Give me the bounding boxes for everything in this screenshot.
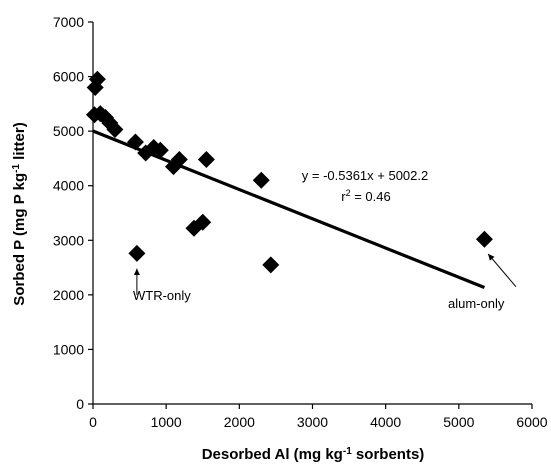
y-tick-label: 6000 [53, 69, 84, 85]
y-tick-label: 2000 [53, 287, 84, 303]
annotation-wtr-only: WTR-only [133, 288, 191, 303]
plot-area: 0 1000 2000 3000 4000 5000 6000 0 1000 2000 3000 4… [53, 14, 548, 430]
annotation-arrows [133, 253, 517, 295]
x-tick-label: 4000 [370, 414, 401, 430]
trendline [92, 129, 486, 290]
x-ticks: 0 1000 2000 3000 4000 5000 6000 [89, 404, 548, 430]
data-point [475, 230, 493, 248]
y-tick-label: 4000 [53, 178, 84, 194]
data-point [170, 151, 188, 169]
data-point [194, 213, 212, 231]
annotation-arrow-head [488, 253, 495, 261]
annotation-arrow-head [133, 268, 140, 275]
x-tick-label: 3000 [297, 414, 328, 430]
x-tick-label: 6000 [516, 414, 547, 430]
y-ticks: 0 1000 2000 3000 4000 5000 6000 7000 [53, 14, 93, 412]
data-point [197, 151, 215, 169]
y-tick-label: 0 [76, 396, 84, 412]
annotation-alum-only: alum-only [448, 296, 505, 311]
y-tick-label: 1000 [53, 341, 84, 357]
trendline-equation: y = -0.5361x + 5002.2 [302, 168, 428, 183]
data-point [128, 244, 146, 262]
x-tick-label: 5000 [443, 414, 474, 430]
data-point [151, 141, 169, 159]
y-tick-label: 5000 [53, 123, 84, 139]
data-point [106, 121, 124, 139]
annotation-arrow-line [487, 253, 517, 287]
y-axis-title: Sorbed P (mg P kg-1 litter) [11, 122, 29, 305]
r-squared-label: r2 = 0.46 [341, 188, 390, 204]
y-tick-label: 3000 [53, 232, 84, 248]
x-tick-label: 1000 [151, 414, 182, 430]
data-points [85, 70, 493, 274]
x-tick-label: 0 [89, 414, 97, 430]
data-point [252, 171, 270, 189]
x-tick-label: 2000 [224, 414, 255, 430]
y-tick-label: 7000 [53, 14, 84, 30]
data-point [126, 133, 144, 151]
data-point [262, 256, 280, 274]
data-point [88, 70, 106, 88]
x-axis-title: Desorbed Al (mg kg-1 sorbents) [202, 446, 425, 464]
